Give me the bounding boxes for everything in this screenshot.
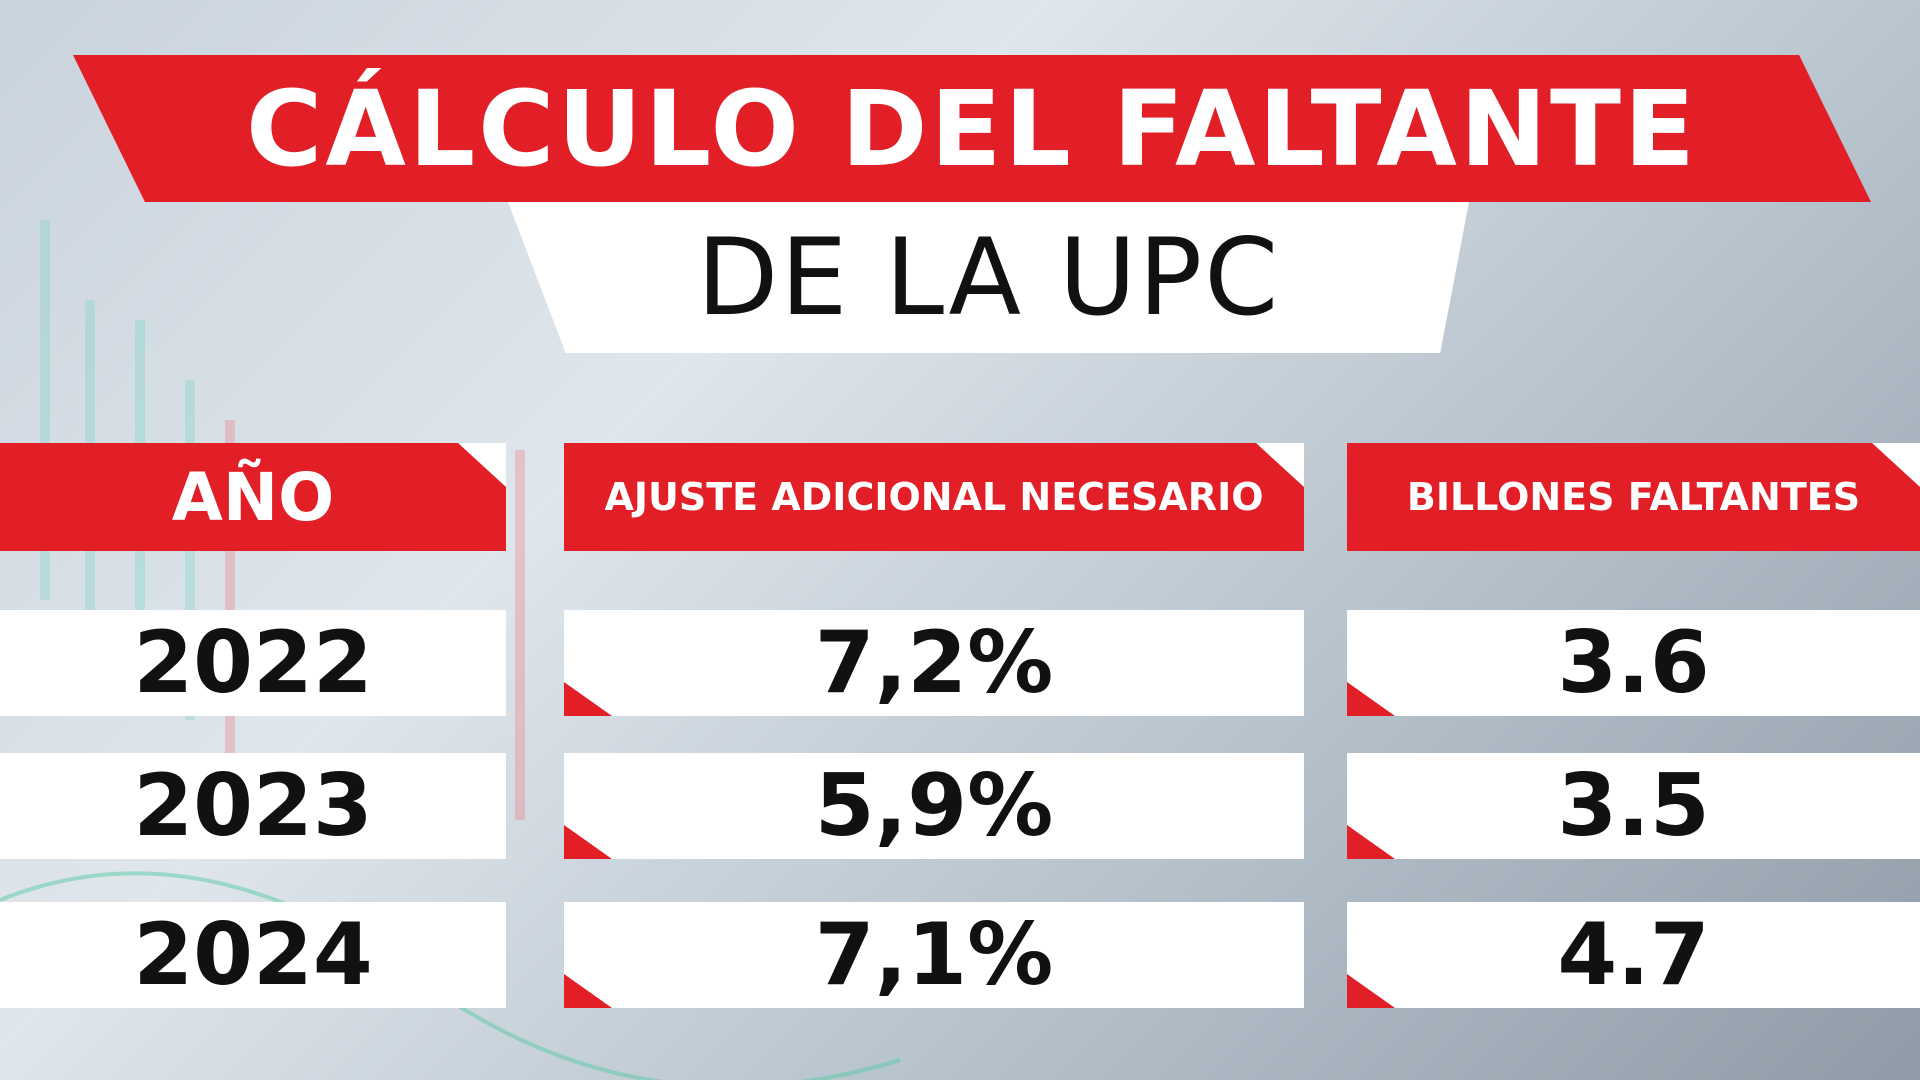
- table-cell: 5,9%: [564, 753, 1304, 859]
- table-cell-text: 2022: [133, 613, 373, 713]
- column-header: AÑO: [0, 443, 506, 551]
- table-cell: 2024: [0, 902, 506, 1008]
- column-header: BILLONES FALTANTES: [1347, 443, 1920, 551]
- table-cell-text: 7,1%: [814, 905, 1054, 1005]
- table-cell: 4.7: [1347, 902, 1920, 1008]
- title: CÁLCULO DEL FALTANTE: [246, 67, 1698, 190]
- column-header-text: AJUSTE ADICIONAL NECESARIO: [604, 475, 1264, 519]
- table-cell-text: 3.5: [1557, 756, 1710, 856]
- column-header-text: AÑO: [171, 458, 335, 536]
- table-cell-text: 3.6: [1557, 613, 1710, 713]
- table-cell-text: 2023: [133, 756, 373, 856]
- column-header-text: BILLONES FALTANTES: [1406, 475, 1861, 519]
- table-cell-text: 2024: [133, 905, 373, 1005]
- column-header: AJUSTE ADICIONAL NECESARIO: [564, 443, 1304, 551]
- title-banner: CÁLCULO DEL FALTANTE: [73, 55, 1871, 202]
- table-cell: 2022: [0, 610, 506, 716]
- table-cell: 2023: [0, 753, 506, 859]
- subtitle: DE LA UPC: [696, 216, 1281, 339]
- table-cell-text: 4.7: [1557, 905, 1710, 1005]
- table-cell: 7,1%: [564, 902, 1304, 1008]
- table-cell-text: 7,2%: [814, 613, 1054, 713]
- table-cell: 3.5: [1347, 753, 1920, 859]
- table-cell: 7,2%: [564, 610, 1304, 716]
- table-cell: 3.6: [1347, 610, 1920, 716]
- subtitle-banner: DE LA UPC: [508, 202, 1469, 353]
- table-cell-text: 5,9%: [814, 756, 1054, 856]
